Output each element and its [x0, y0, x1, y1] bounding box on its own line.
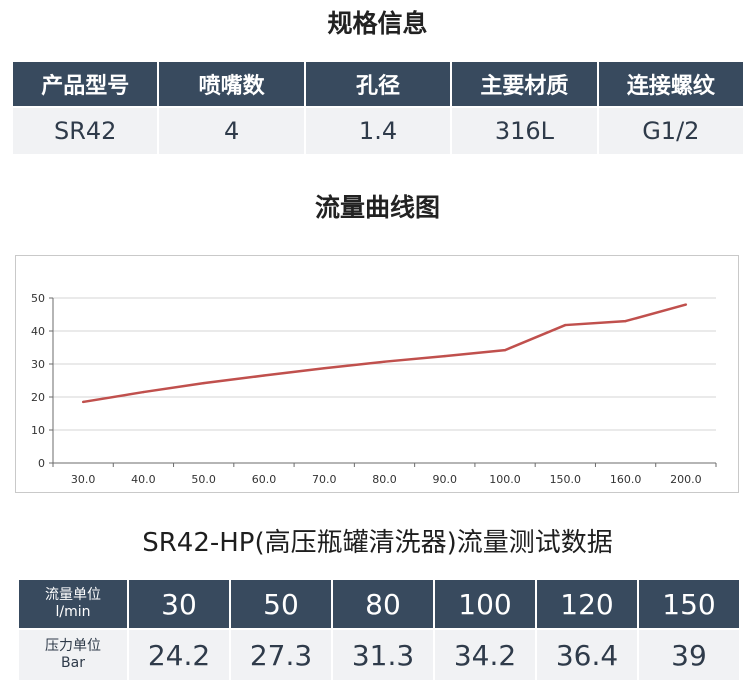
flow-chart: 0 10 20 30 40 50 30.0 40.0 50.0 60.0 70.0 80.0 90.0 1… — [15, 255, 739, 493]
spec-value-material: 316L — [452, 108, 597, 154]
y-tick-label: 0 — [38, 457, 45, 470]
spec-header-model: 产品型号 — [13, 62, 158, 106]
test-section-title: SR42-HP(高压瓶罐清洗器)流量测试数据 — [142, 528, 613, 558]
series-line — [82, 303, 687, 404]
x-tick-label: 60.0 — [252, 473, 277, 486]
pressure-unit-label-line2: Bar — [61, 655, 85, 671]
spec-value-model: SR42 — [13, 108, 158, 154]
pressure-value: 34.2 — [435, 630, 535, 680]
spec-value-thread: G1/2 — [598, 108, 744, 154]
y-tick-label: 10 — [31, 424, 45, 437]
x-tick-label: 70.0 — [312, 473, 337, 486]
pressure-unit-label: 压力单位 Bar — [19, 630, 127, 680]
x-tick-label: 160.0 — [610, 473, 642, 486]
spec-header-nozzle-count: 喷嘴数 — [159, 62, 304, 106]
data-point — [624, 319, 627, 323]
x-tick-label: 40.0 — [131, 473, 156, 486]
pressure-unit-label-line1: 压力单位 — [45, 638, 101, 654]
x-tick-label: 150.0 — [550, 473, 582, 486]
spec-header-aperture: 孔径 — [305, 62, 451, 106]
spec-header-row: 产品型号 喷嘴数 孔径 主要材质 连接螺纹 — [13, 62, 744, 106]
data-point — [503, 348, 507, 352]
y-tick-label: 40 — [31, 325, 45, 338]
spec-header-thread: 连接螺纹 — [598, 62, 744, 106]
pressure-value: 39 — [639, 630, 739, 680]
flow-value: 120 — [537, 580, 637, 628]
y-tick-label: 50 — [31, 292, 45, 305]
pressure-value: 24.2 — [129, 630, 229, 680]
flow-value: 30 — [129, 580, 229, 628]
x-tick-label: 90.0 — [433, 473, 458, 486]
data-point — [564, 323, 567, 327]
data-point — [81, 400, 85, 404]
spec-value-aperture: 1.4 — [305, 108, 451, 154]
curve-section-title: 流量曲线图 — [314, 193, 440, 222]
data-point — [323, 367, 326, 370]
flow-row: 流量单位 l/min 30 50 80 100 120 150 — [19, 580, 739, 628]
spec-section-title: 规格信息 — [327, 9, 428, 38]
spec-value-row: SR42 4 1.4 316L G1/2 — [13, 106, 744, 154]
pressure-row: 压力单位 Bar 24.2 27.3 31.3 34.2 36.4 39 — [19, 628, 739, 680]
x-tick-label: 50.0 — [191, 473, 216, 486]
data-point — [443, 354, 446, 358]
flow-value: 150 — [639, 580, 739, 628]
spec-header-material: 主要材质 — [452, 62, 597, 106]
data-point — [383, 360, 386, 363]
spec-table: 产品型号 喷嘴数 孔径 主要材质 连接螺纹 SR42 4 1.4 316L G1… — [13, 62, 744, 154]
pressure-value: 36.4 — [537, 630, 637, 680]
test-table: 流量单位 l/min 30 50 80 100 120 150 压力单位 Bar… — [19, 580, 739, 680]
pressure-value: 27.3 — [231, 630, 331, 680]
x-tick-label: 100.0 — [489, 473, 521, 486]
x-tick-label: 200.0 — [670, 473, 702, 486]
flow-unit-label-line2: l/min — [55, 604, 91, 620]
data-point — [262, 374, 266, 377]
y-tick-label: 20 — [31, 391, 45, 404]
flow-unit-label-line1: 流量单位 — [45, 587, 101, 603]
y-tick-label: 30 — [31, 358, 45, 371]
flow-value: 80 — [333, 580, 433, 628]
x-tick-label: 80.0 — [372, 473, 397, 486]
data-point — [684, 303, 688, 306]
data-point — [202, 381, 205, 385]
x-tick-label: 30.0 — [71, 473, 96, 486]
data-point — [142, 390, 145, 394]
spec-value-nozzle-count: 4 — [159, 108, 304, 154]
pressure-value: 31.3 — [333, 630, 433, 680]
flow-unit-label: 流量单位 l/min — [19, 580, 127, 628]
flow-value: 100 — [435, 580, 535, 628]
flow-value: 50 — [231, 580, 331, 628]
flow-chart-svg: 0 10 20 30 40 50 30.0 40.0 50.0 60.0 70.0 80.0 90.0 1… — [31, 292, 717, 486]
